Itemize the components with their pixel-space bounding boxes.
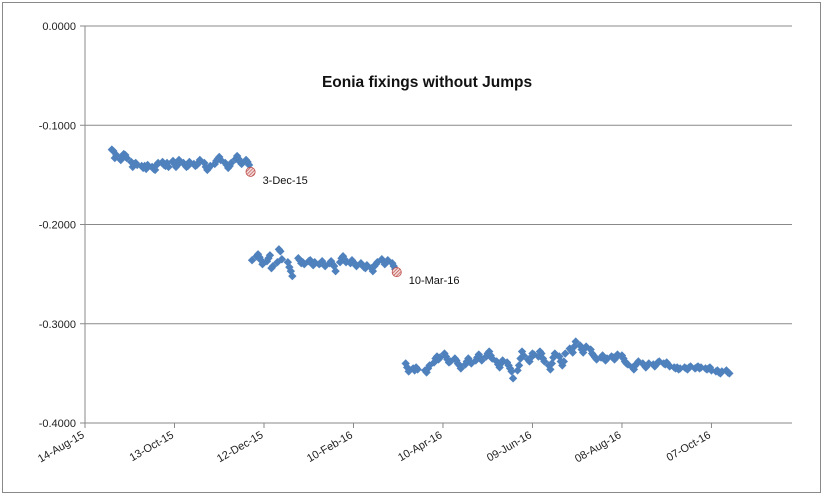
data-point xyxy=(517,347,527,356)
data-point xyxy=(456,364,466,373)
x-tick-label: 10-Feb-16 xyxy=(305,429,355,465)
data-point xyxy=(559,357,568,366)
data-point xyxy=(568,348,577,357)
data-point xyxy=(540,357,549,366)
data-point xyxy=(200,158,209,168)
data-point xyxy=(507,367,516,376)
highlight-label: 3-Dec-15 xyxy=(263,175,308,187)
data-point xyxy=(602,354,612,363)
data-point xyxy=(226,158,236,168)
x-tick-label: 13-Oct-15 xyxy=(128,429,176,464)
data-point xyxy=(655,357,664,366)
data-point xyxy=(519,351,528,360)
data-point xyxy=(243,157,252,167)
data-point xyxy=(514,361,524,370)
y-tick-label: 0.0000 xyxy=(42,21,76,33)
x-tick-label: 10-Apr-16 xyxy=(396,429,444,464)
highlight-points: 3-Dec-15 10-Mar-16 xyxy=(245,166,460,287)
y-tick-label: -0.2000 xyxy=(39,220,76,232)
data-point xyxy=(288,271,297,281)
x-tick-labels: 14-Aug-15 13-Oct-15 12-Dec-15 10-Feb-16 10-A… xyxy=(36,429,713,465)
data-point xyxy=(194,158,203,168)
data-point xyxy=(725,369,734,378)
data-point xyxy=(644,359,654,368)
data-point xyxy=(121,150,130,160)
data-point xyxy=(555,352,564,361)
x-tick-label: 09-Jun-16 xyxy=(485,429,534,464)
data-point xyxy=(623,360,633,369)
axes xyxy=(80,25,792,428)
data-point xyxy=(331,266,340,276)
x-tick-label: 08-Aug-16 xyxy=(573,429,623,465)
data-point xyxy=(435,353,445,362)
data-point xyxy=(611,353,621,362)
y-tick-label: -0.3000 xyxy=(39,319,76,331)
data-point xyxy=(705,363,715,372)
highlight-point xyxy=(245,166,256,177)
data-point xyxy=(529,350,539,359)
chart-title: Eonia fixings without Jumps xyxy=(322,74,532,91)
data-point xyxy=(477,356,486,365)
data-point xyxy=(122,153,131,163)
data-point xyxy=(215,152,224,162)
data-point xyxy=(413,365,422,374)
data-point xyxy=(546,365,555,374)
y-tick-labels: 0.0000 -0.1000 -0.2000 -0.3000 -0.4000 xyxy=(39,21,76,430)
data-point xyxy=(268,261,278,271)
data-point xyxy=(110,153,120,163)
data-point xyxy=(634,357,643,366)
data-point xyxy=(504,361,513,370)
data-point xyxy=(162,158,172,168)
data-point xyxy=(598,351,607,360)
data-point xyxy=(234,154,243,164)
highlight-label: 10-Mar-16 xyxy=(409,275,460,287)
x-tick-label: 12-Dec-15 xyxy=(215,429,265,465)
data-point xyxy=(164,162,173,172)
data-point xyxy=(586,345,595,354)
y-tick-label: -0.4000 xyxy=(39,418,76,430)
data-point xyxy=(277,255,287,264)
x-tick-label: 14-Aug-15 xyxy=(36,429,86,465)
data-point xyxy=(547,359,557,368)
data-point xyxy=(276,247,285,256)
series-points xyxy=(107,145,734,383)
highlight-point xyxy=(391,267,402,278)
data-point xyxy=(665,362,674,371)
data-point xyxy=(561,349,570,358)
data-point xyxy=(265,251,275,260)
data-point xyxy=(508,374,518,383)
y-tick-label: -0.1000 xyxy=(39,120,76,132)
data-point xyxy=(571,337,580,346)
data-point xyxy=(206,161,215,171)
data-point xyxy=(183,161,193,171)
data-point xyxy=(575,341,585,350)
data-point xyxy=(109,146,118,156)
data-point xyxy=(534,352,543,361)
data-point xyxy=(247,256,257,265)
x-tick-label: 07-Oct-16 xyxy=(665,429,713,464)
